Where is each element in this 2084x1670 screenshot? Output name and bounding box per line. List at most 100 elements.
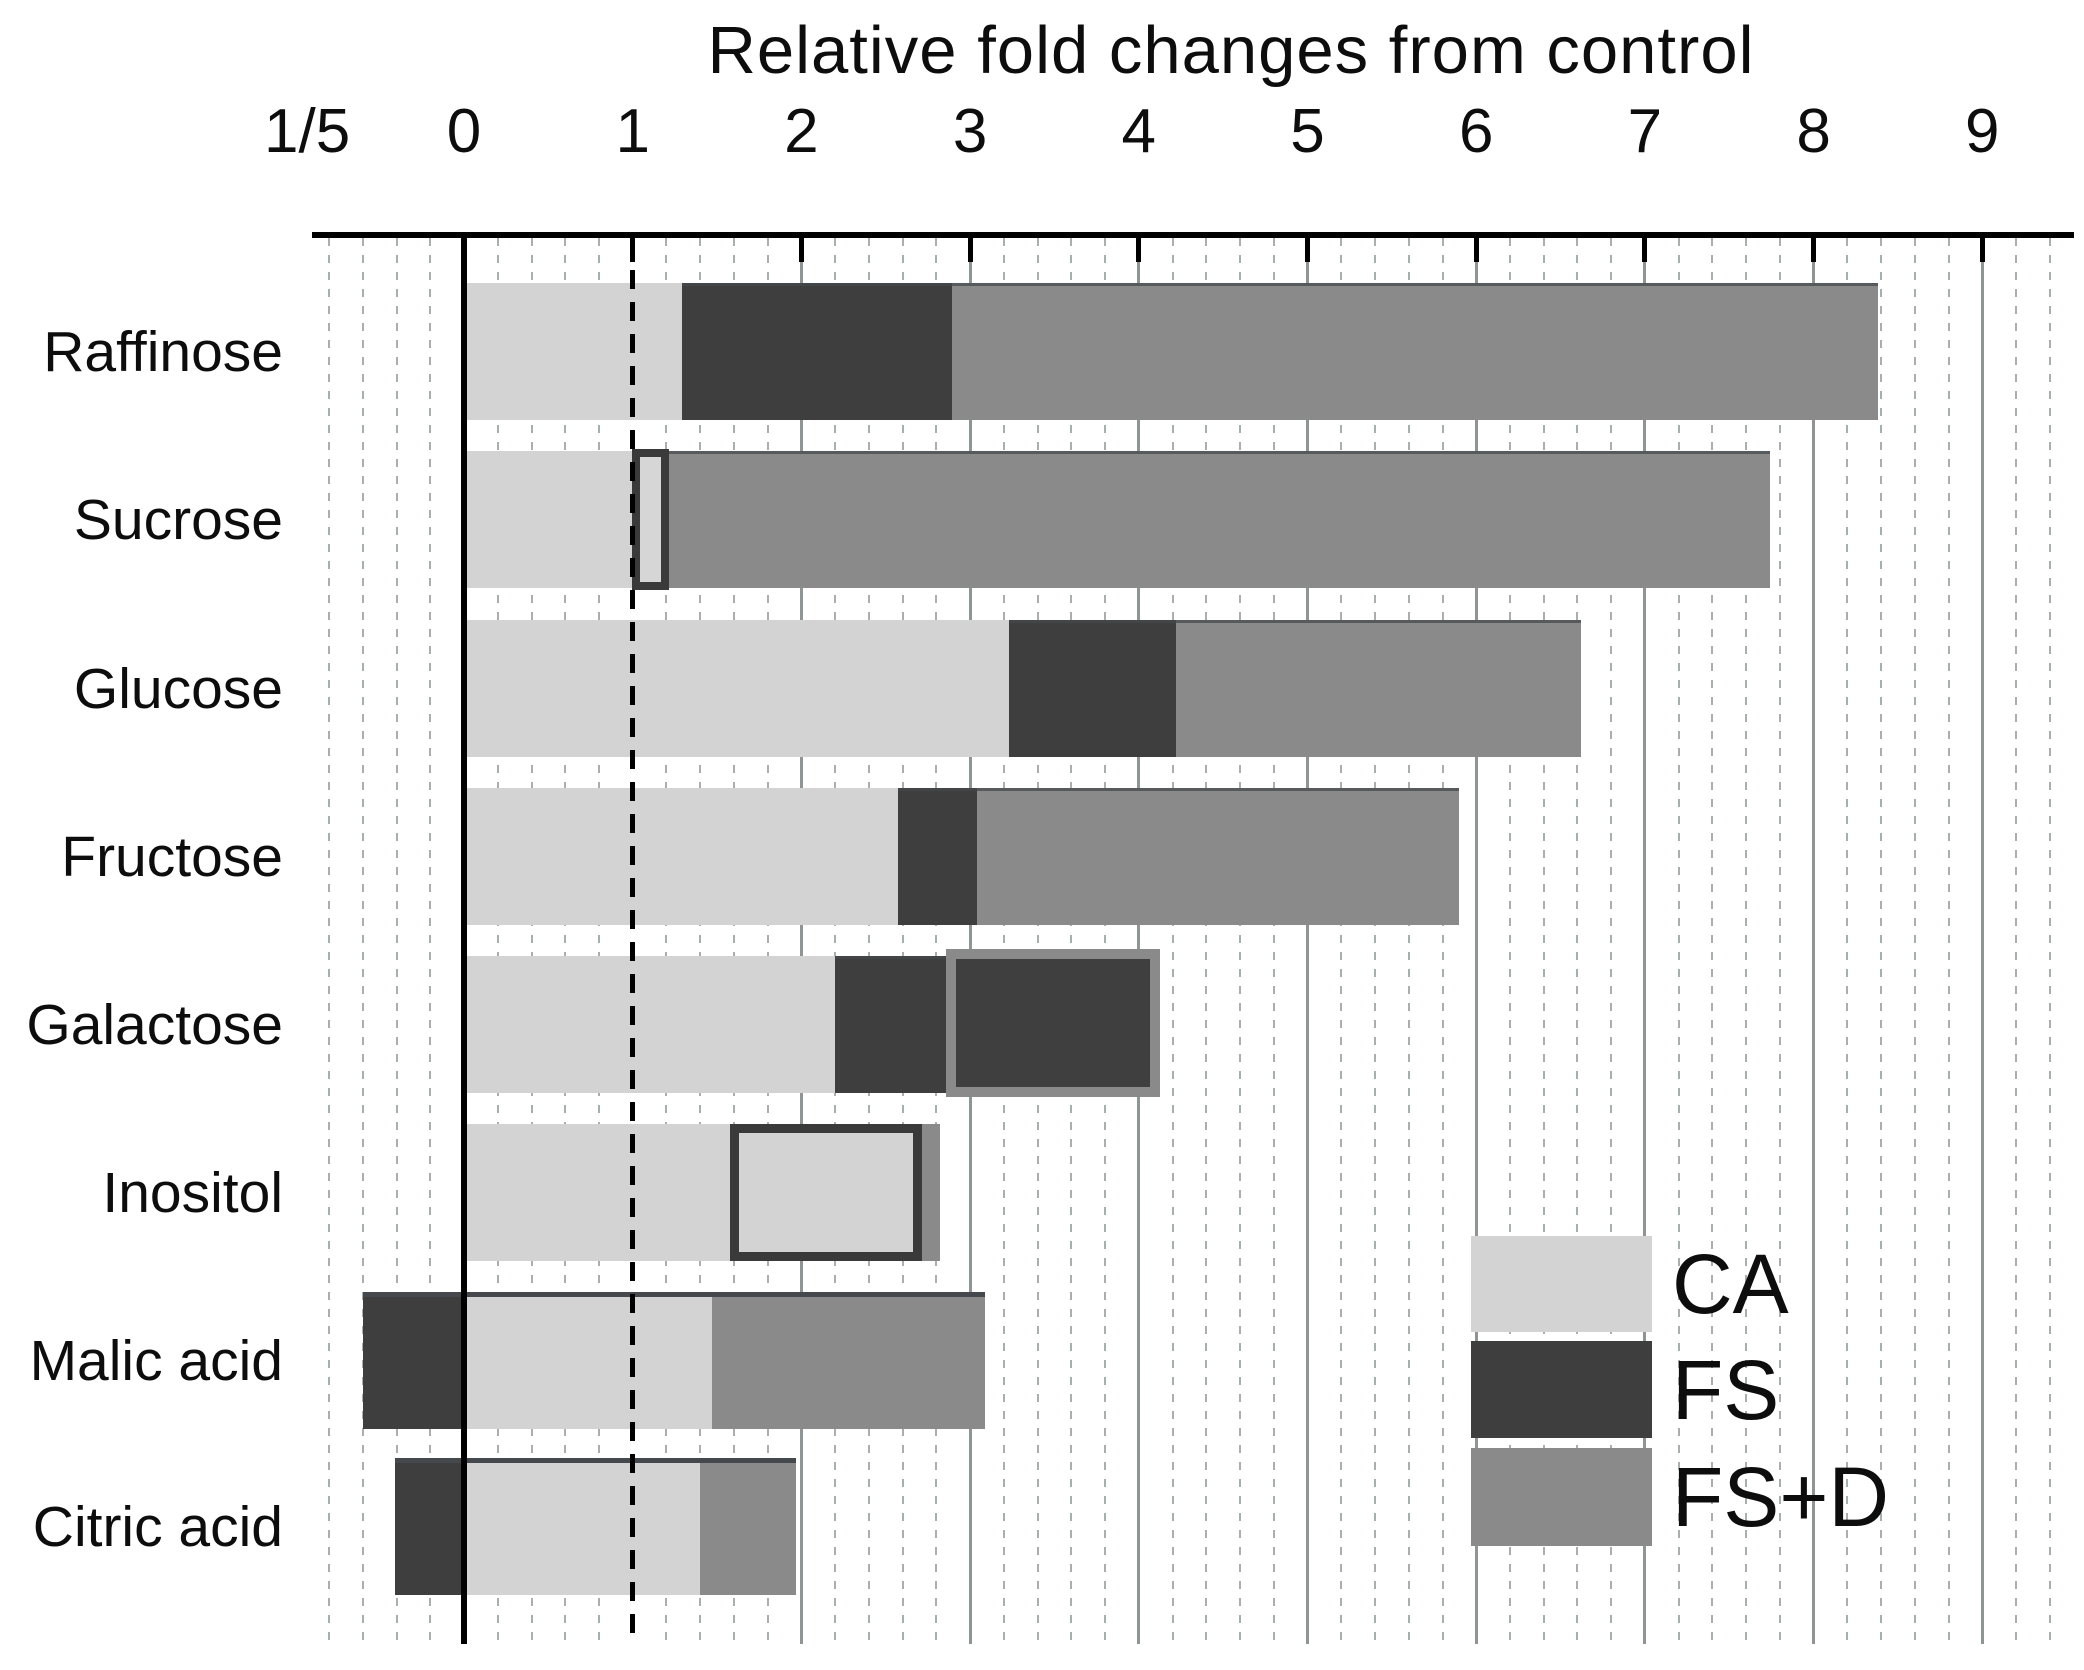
gridline-minor	[1205, 238, 1208, 1644]
gridline-minor	[564, 238, 567, 1644]
legend-swatch-ca	[1471, 1236, 1652, 1332]
gridline-minor	[1711, 238, 1714, 1644]
gridline-minor	[1913, 238, 1916, 1644]
gridline-minor	[935, 238, 938, 1644]
gridline-minor	[1441, 238, 1444, 1644]
bar-top-edge	[362, 1292, 986, 1297]
gridline-minor	[1947, 238, 1950, 1644]
category-label: Inositol	[102, 1160, 283, 1225]
gridline-minor	[1239, 238, 1241, 1644]
gridline-minor	[1576, 238, 1579, 1644]
gridline-minor	[1374, 238, 1376, 1644]
gridline-major	[1643, 238, 1647, 1644]
bar-top-edge	[1008, 620, 1581, 623]
legend-swatch-fsplusd	[1471, 1448, 1652, 1546]
category-label: Sucrose	[73, 487, 283, 552]
gridline-major	[1812, 238, 1816, 1644]
x-axis-tick	[967, 238, 973, 262]
gridline-minor	[834, 238, 837, 1644]
bar-top-edge	[897, 788, 1460, 791]
x-axis-tick-label: 7	[1627, 97, 1663, 166]
gridline-minor	[530, 238, 533, 1644]
x-axis-tick-label: 2	[784, 97, 819, 166]
gridline-minor	[1002, 238, 1005, 1644]
gridline-major	[968, 238, 972, 1644]
legend-label: CA	[1672, 1237, 1789, 1331]
gridline-major	[1980, 238, 1984, 1644]
gridline-minor	[496, 238, 499, 1644]
gridline-minor	[732, 238, 735, 1644]
legend-label: FS+D	[1672, 1450, 1890, 1544]
bar-segment-fs-6	[362, 1292, 464, 1429]
category-label: Malic acid	[29, 1328, 283, 1393]
x-axis-tick	[630, 238, 636, 262]
gridline-minor	[1036, 238, 1039, 1644]
category-label: Fructose	[61, 824, 283, 889]
chart-title: Relative fold changes from control	[707, 13, 1755, 88]
legend-swatch-fs	[1471, 1341, 1652, 1438]
gridline-minor	[1171, 238, 1174, 1644]
overlay-box-inositol	[730, 1124, 922, 1261]
gridline-minor	[1880, 238, 1883, 1644]
bar-segment-ca-0	[464, 283, 682, 420]
category-label: Galactose	[26, 992, 283, 1057]
gridline-minor	[395, 238, 398, 1644]
gridline-minor	[1104, 238, 1107, 1644]
gridline-minor	[1272, 238, 1275, 1644]
dashed-reference-line	[630, 238, 636, 1644]
bar-segment-ca-5	[464, 1124, 733, 1261]
category-label: Glucose	[73, 656, 283, 721]
x-axis-tick	[1811, 238, 1817, 262]
x-axis-tick-label: 0	[446, 97, 482, 166]
x-axis-tick	[1305, 238, 1310, 262]
gridline-minor	[766, 238, 769, 1644]
legend-label: FS	[1672, 1342, 1780, 1437]
gridline-minor	[2015, 238, 2017, 1644]
bar-top-edge	[634, 451, 1770, 454]
x-axis-tick	[798, 238, 804, 262]
gridline-minor	[1340, 238, 1343, 1644]
gridline-minor	[598, 238, 600, 1644]
gridline-major	[1474, 238, 1478, 1644]
gridline-minor	[901, 238, 904, 1644]
overlay-box-galactose	[946, 949, 1160, 1097]
gridline-minor	[867, 238, 870, 1644]
gridline-minor	[665, 238, 668, 1644]
x-axis-tick-label: 4	[1121, 97, 1157, 166]
x-axis-tick-label: 5	[1290, 97, 1325, 166]
gridline-minor	[1508, 238, 1511, 1644]
overlay-box-sucrose	[632, 449, 669, 590]
gridline-major	[799, 238, 803, 1644]
gridline-minor	[699, 238, 702, 1644]
x-axis-tick-label: 3	[952, 97, 988, 166]
x-axis-tick	[1473, 238, 1479, 262]
bar-segment-ca-3	[464, 788, 898, 925]
x-axis-tick-label: 6	[1458, 97, 1494, 166]
bar-top-edge	[394, 1458, 797, 1463]
bar-segment-fsd-1	[464, 451, 1770, 588]
gridline-minor	[1542, 238, 1545, 1644]
gridline-minor	[1677, 238, 1680, 1644]
x-axis-tick	[1642, 238, 1648, 262]
gridline-minor	[1070, 238, 1073, 1644]
gridline-minor	[361, 238, 364, 1644]
gridline-minor	[1846, 238, 1849, 1644]
gridline-minor	[1778, 238, 1781, 1644]
gridline-minor	[1407, 238, 1410, 1644]
x-axis-tick-label: 1	[615, 97, 650, 166]
x-axis-tick-label: 8	[1796, 97, 1831, 166]
gridline-minor	[429, 238, 432, 1644]
x-axis-tick	[1136, 238, 1142, 262]
bar-top-edge	[681, 283, 1878, 286]
gridline-major	[1137, 238, 1141, 1644]
bar-segment-ca-2	[464, 620, 1009, 757]
gridline-minor	[1745, 238, 1748, 1644]
category-label: Citric acid	[32, 1494, 283, 1559]
x-axis-tick	[1979, 238, 1985, 262]
bar-segment-ca-1	[464, 451, 635, 588]
gridline-minor	[1610, 238, 1613, 1644]
zero-axis-line	[461, 232, 467, 1644]
x-axis-tick	[461, 238, 467, 262]
x-axis-tick-label: 1/5	[263, 97, 351, 166]
